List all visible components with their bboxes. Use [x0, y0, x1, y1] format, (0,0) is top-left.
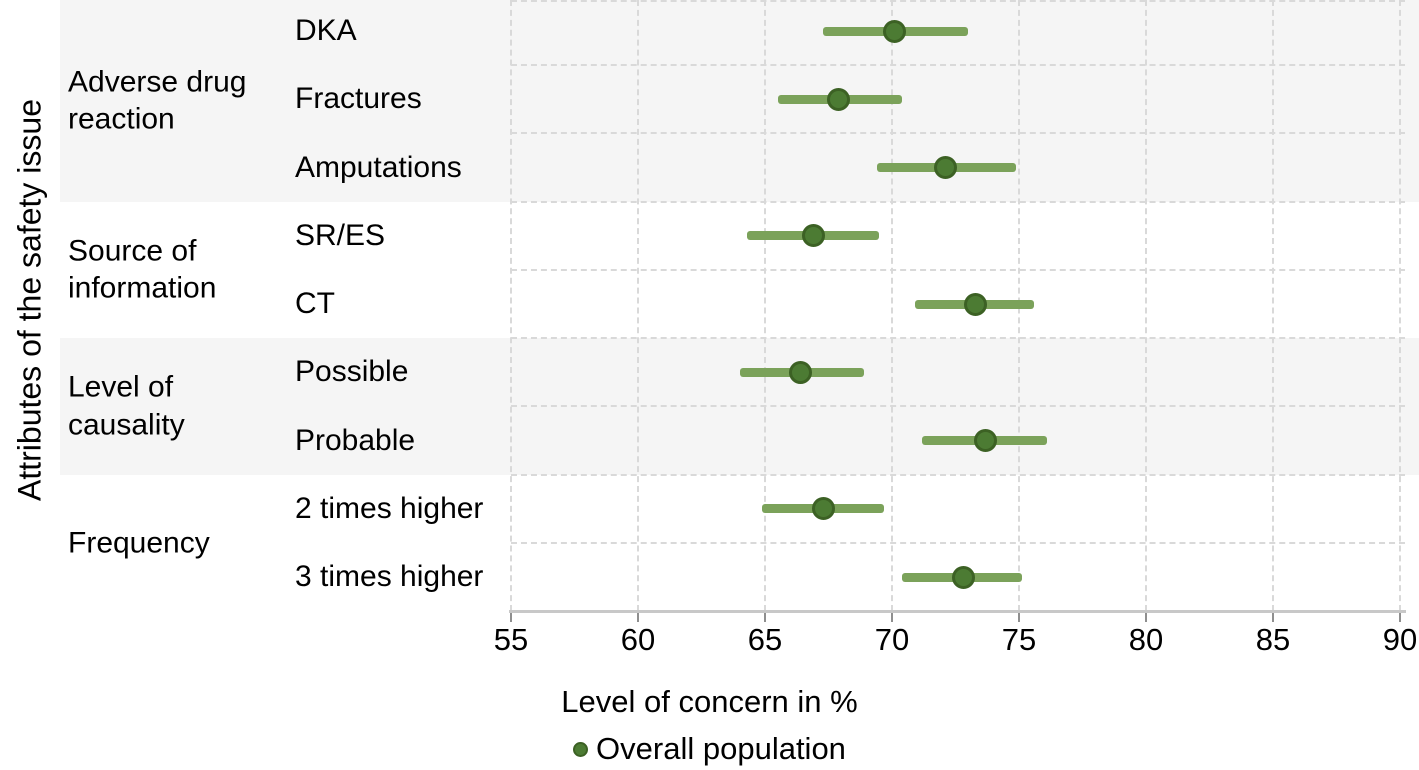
x-tick-mark [1272, 613, 1274, 622]
x-gridline [637, 0, 639, 611]
point-marker [964, 292, 988, 316]
x-gridline [1399, 0, 1401, 611]
item-label: 3 times higher [295, 560, 484, 593]
x-tick-label: 55 [493, 622, 529, 657]
point-marker [827, 87, 851, 111]
point-marker [883, 19, 907, 43]
x-tick-label: 85 [1255, 622, 1291, 657]
point-marker [811, 497, 835, 521]
x-tick-mark [510, 613, 512, 622]
row-separator-gridline [511, 541, 1405, 544]
item-label: Probable [295, 423, 416, 457]
row-separator-gridline [511, 337, 1405, 340]
item-label: SR/ES [295, 218, 386, 252]
group-label: Adverse drug reaction [68, 65, 247, 136]
x-tick-label: 70 [874, 622, 910, 657]
x-tick-mark [1399, 613, 1401, 622]
x-gridline [891, 0, 893, 611]
item-label: Amputations [295, 150, 462, 184]
item-label: Fractures [295, 82, 422, 116]
point-marker [951, 565, 975, 589]
y-axis-title: Attributes of the safety issue [11, 99, 48, 501]
item-label: Possible [295, 355, 409, 389]
x-tick-label: 60 [620, 622, 656, 657]
point-marker [801, 224, 825, 248]
row-separator-gridline [511, 132, 1405, 135]
row-separator-gridline [511, 268, 1405, 271]
group-band [60, 0, 1419, 202]
x-tick-mark [764, 613, 766, 622]
x-tick-label: 90 [1382, 622, 1418, 657]
group-label: Source of information [68, 234, 217, 305]
legend: Overall population [0, 731, 1419, 767]
row-separator-gridline [511, 64, 1405, 67]
item-label: 2 times higher [295, 491, 484, 525]
row-separator-gridline [511, 405, 1405, 408]
x-tick-mark [1145, 613, 1147, 622]
x-gridline [1272, 0, 1274, 611]
x-tick-mark [891, 613, 893, 622]
legend-label: Overall population [596, 731, 846, 766]
x-gridline [764, 0, 766, 611]
point-marker [974, 429, 998, 452]
point-marker [933, 156, 957, 179]
x-gridline [510, 0, 512, 611]
point-marker [789, 360, 813, 384]
x-axis-line [509, 610, 1406, 613]
x-tick-label: 75 [1001, 622, 1037, 657]
x-gridline [1145, 0, 1147, 611]
item-label: DKA [295, 14, 357, 47]
x-tick-label: 80 [1128, 622, 1164, 657]
item-label: CT [295, 287, 335, 320]
legend-circle-icon [573, 741, 589, 757]
x-tick-mark [637, 613, 639, 622]
row-separator-gridline [511, 473, 1405, 476]
x-tick-label: 65 [747, 622, 783, 657]
row-separator-gridline [511, 200, 1405, 203]
x-axis-title: Level of concern in % [561, 684, 858, 719]
group-label: Level of causality [68, 370, 185, 442]
group-label: Frequency [68, 526, 210, 560]
x-tick-mark [1018, 613, 1020, 622]
row-separator-gridline [511, 0, 1405, 2]
